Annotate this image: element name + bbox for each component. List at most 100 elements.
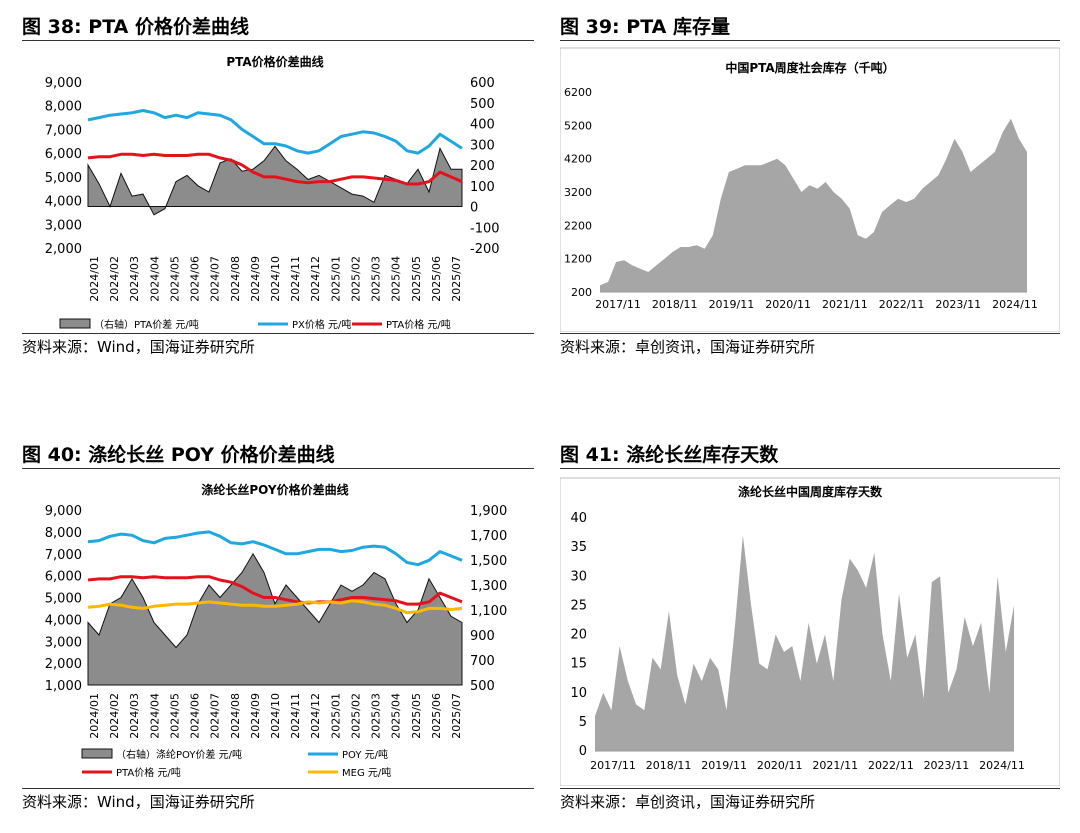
y-tick-label: 1,000 xyxy=(45,679,82,694)
x-tick-label: 2017/11 xyxy=(590,759,636,772)
x-tick-label: 2025/03 xyxy=(370,256,383,302)
x-tick-label: 2020/11 xyxy=(757,759,803,772)
x-tick-label: 2025/04 xyxy=(390,693,403,739)
x-tick-label: 2022/11 xyxy=(879,298,925,311)
x-tick-label: 2023/11 xyxy=(935,298,981,311)
x-tick-label: 2025/07 xyxy=(450,256,463,302)
series-line xyxy=(87,599,463,615)
x-tick-label: 2018/11 xyxy=(646,759,692,772)
chart-title: PTA价格价差曲线 xyxy=(226,54,323,69)
legend-swatch xyxy=(59,318,91,329)
x-tick-label: 2025/01 xyxy=(329,693,342,739)
y-tick-label: 3200 xyxy=(564,186,592,199)
x-tick-label: 2024/09 xyxy=(249,693,262,739)
figure-title: 图 40: 涤纶长丝 POY 价格价差曲线 xyxy=(22,444,335,466)
y-tick-label: 2200 xyxy=(564,219,592,232)
y-tick-label: 6,000 xyxy=(45,570,82,585)
figure-title: 图 39: PTA 库存量 xyxy=(560,16,730,38)
x-tick-label: 2024/10 xyxy=(269,693,282,739)
legend-label: （右轴）PTA价差 元/吨 xyxy=(94,318,199,331)
panel-fig39: 图 39: PTA 库存量 中国PTA周度社会库存（千吨） 200 1200 2200… xyxy=(560,12,1060,392)
panel-fig40: 图 40: 涤纶长丝 POY 价格价差曲线 涤纶长丝POY价格价差曲线 1,000… xyxy=(22,440,534,825)
source-note: 资料来源：Wind，国海证券研究所 xyxy=(22,793,255,811)
plot-frame xyxy=(560,477,1060,786)
y2-tick-label: 1,100 xyxy=(470,604,507,619)
y-tick-label: 200 xyxy=(571,286,592,299)
y-tick-label: 5200 xyxy=(564,119,592,132)
y-tick-label: 1200 xyxy=(564,253,592,266)
chart-pta-price-spread: PTA价格价差曲线 2,000 3,000 4,000 5,000 6,000 7,000 8… xyxy=(45,54,500,331)
source-rule xyxy=(22,333,534,334)
y2-tick-label: 1,300 xyxy=(470,579,507,594)
series-line xyxy=(87,109,463,155)
x-tick-label: 2024/11 xyxy=(289,693,302,739)
y-tick-label: 30 xyxy=(570,569,587,584)
y2-tick-label: 0 xyxy=(470,201,478,216)
y-tick-label: 2,000 xyxy=(45,657,82,672)
legend-label: （右轴）涤纶POY价差 元/吨 xyxy=(116,748,242,761)
x-tick-label: 2024/11 xyxy=(289,256,302,302)
legend-label: MEG 元/吨 xyxy=(342,766,391,779)
y2-tick-label: 100 xyxy=(470,180,495,195)
y2-tick-label: 1,500 xyxy=(470,554,507,569)
y-tick-label: 10 xyxy=(570,686,587,701)
y-tick-label: 8,000 xyxy=(45,526,82,541)
x-tick-label: 2025/06 xyxy=(430,256,443,302)
y-tick-label: 15 xyxy=(570,657,587,672)
x-tick-label: 2024/07 xyxy=(209,256,222,302)
legend-swatch xyxy=(81,748,113,759)
series-area xyxy=(595,535,1014,751)
x-tick-label: 2024/01 xyxy=(88,693,101,739)
x-tick-label: 2024/03 xyxy=(128,256,141,302)
series-line xyxy=(87,152,463,186)
source-note: 资料来源：卓创资讯，国海证券研究所 xyxy=(560,338,816,356)
x-tick-label: 2024/12 xyxy=(309,256,322,302)
legend-label: PX价格 元/吨 xyxy=(292,318,351,331)
x-tick-label: 2024/05 xyxy=(168,256,181,302)
x-tick-label: 2024/05 xyxy=(168,693,181,739)
x-tick-label: 2024/10 xyxy=(269,256,282,302)
panel-fig38: 图 38: PTA 价格价差曲线 PTA价格价差曲线 2,000 3,000 4,00… xyxy=(22,12,534,392)
y2-tick-label: 600 xyxy=(470,76,495,91)
source-note: 资料来源：Wind，国海证券研究所 xyxy=(22,338,255,356)
x-tick-label: 2023/11 xyxy=(924,759,970,772)
x-tick-label: 2024/09 xyxy=(249,256,262,302)
series-line xyxy=(87,530,463,567)
y-tick-label: 3,000 xyxy=(45,218,82,233)
source-note: 资料来源：卓创资讯，国海证券研究所 xyxy=(560,793,816,811)
x-tick-label: 2025/07 xyxy=(450,693,463,739)
y2-tick-label: -200 xyxy=(470,242,500,257)
x-tick-label: 2022/11 xyxy=(868,759,914,772)
y2-tick-label: 1,700 xyxy=(470,529,507,544)
chart-title: 中国PTA周度社会库存（千吨） xyxy=(725,60,894,75)
y-tick-label: 4,000 xyxy=(45,195,82,210)
x-tick-label: 2024/06 xyxy=(189,693,202,739)
chart-filament-inventory-days: 涤纶长丝中国周度库存天数 0 5 10 15 20 25 30 35 40 2017/11 2018/… xyxy=(560,477,1060,786)
x-tick-label: 2025/02 xyxy=(349,693,362,739)
title-rule xyxy=(22,40,534,41)
plot-frame xyxy=(560,47,1060,332)
y-tick-label: 9,000 xyxy=(45,76,82,91)
series-area xyxy=(87,145,463,216)
series-line xyxy=(87,575,463,606)
x-tick-label: 2024/04 xyxy=(148,256,161,302)
y-tick-label: 9,000 xyxy=(45,504,82,519)
title-rule xyxy=(22,468,534,469)
y-tick-label: 4200 xyxy=(564,153,592,166)
legend-label: PTA价格 元/吨 xyxy=(116,766,181,779)
source-rule xyxy=(560,788,1060,789)
title-rule xyxy=(560,40,1060,41)
x-tick-label: 2024/08 xyxy=(229,693,242,739)
chart-poy-price-spread: 涤纶长丝POY价格价差曲线 1,000 2,000 3,000 4,000 5,000 6,… xyxy=(45,482,507,779)
chart-title: 涤纶长丝POY价格价差曲线 xyxy=(201,482,348,497)
y2-tick-label: -100 xyxy=(470,221,500,236)
x-tick-label: 2017/11 xyxy=(595,298,641,311)
y-tick-label: 5 xyxy=(579,715,587,730)
y-tick-label: 6200 xyxy=(564,86,592,99)
series-area xyxy=(600,118,1027,292)
x-tick-label: 2024/03 xyxy=(128,693,141,739)
x-tick-label: 2024/02 xyxy=(108,693,121,739)
x-tick-label: 2024/11 xyxy=(992,298,1038,311)
y-tick-label: 4,000 xyxy=(45,613,82,628)
y2-tick-label: 200 xyxy=(470,159,495,174)
